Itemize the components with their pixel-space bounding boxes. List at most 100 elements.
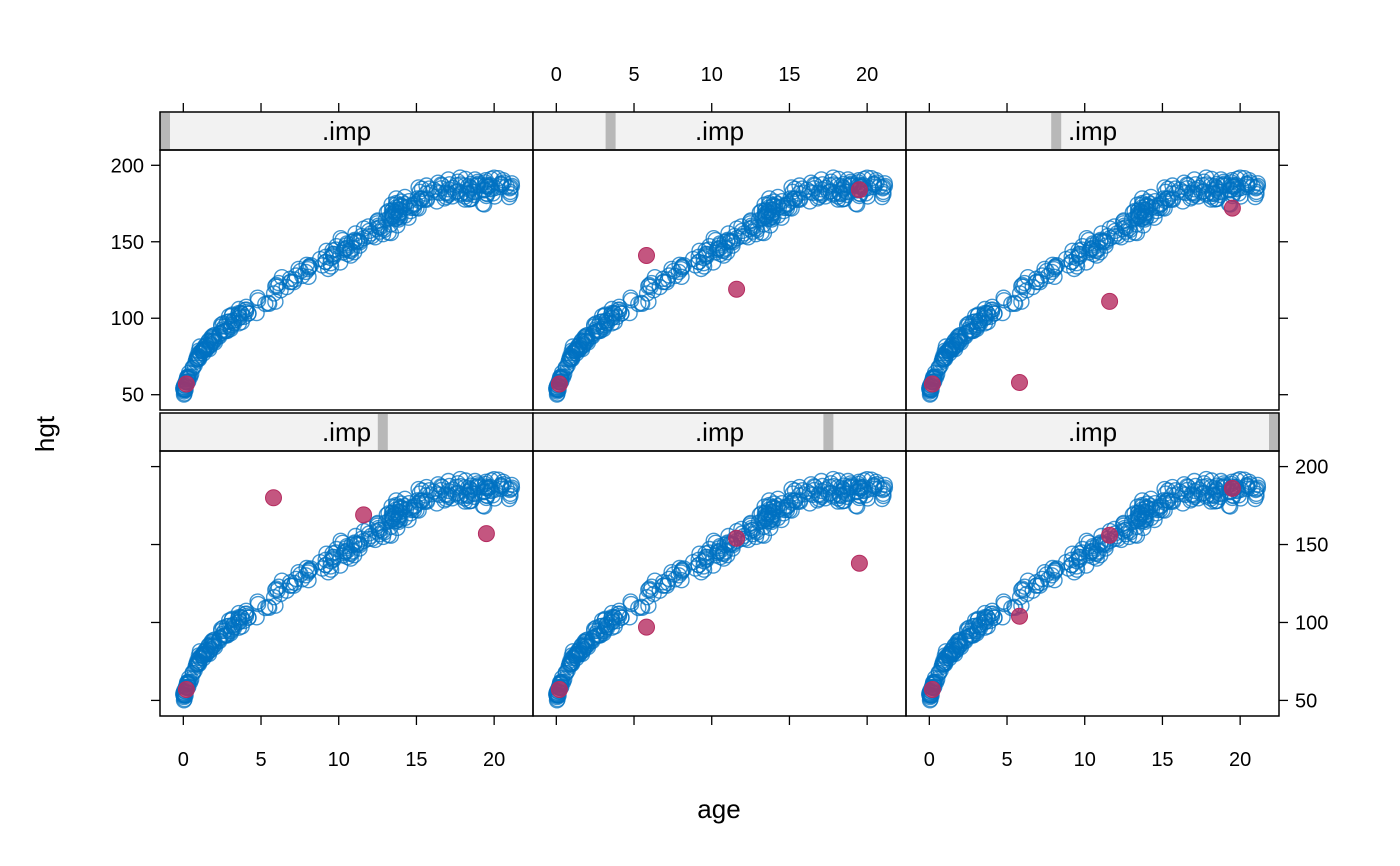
observed-point bbox=[986, 609, 1003, 626]
observed-point bbox=[952, 334, 970, 351]
observed-point bbox=[272, 282, 289, 299]
observed-point bbox=[462, 175, 480, 193]
observed-point bbox=[754, 210, 771, 227]
strip-label: .imp bbox=[322, 116, 371, 146]
observed-point bbox=[971, 315, 989, 332]
observed-point bbox=[983, 303, 1001, 321]
observed-point bbox=[761, 492, 778, 509]
observed-point bbox=[603, 300, 621, 318]
observed-point bbox=[658, 577, 675, 594]
observed-point bbox=[1195, 183, 1213, 200]
observed-point bbox=[710, 237, 728, 254]
observed-point bbox=[673, 572, 690, 589]
x-tick-label: 20 bbox=[856, 64, 878, 86]
observed-point bbox=[1083, 540, 1101, 557]
observed-point bbox=[1027, 270, 1045, 287]
observed-point bbox=[691, 545, 708, 562]
observed-point bbox=[267, 597, 284, 614]
observed-point bbox=[381, 210, 398, 227]
observed-point bbox=[300, 268, 317, 285]
observed-point bbox=[413, 190, 430, 207]
imputed-point bbox=[850, 554, 868, 572]
observed-point bbox=[273, 572, 291, 589]
observed-points bbox=[921, 470, 1267, 709]
observed-point bbox=[865, 477, 883, 494]
observed-point bbox=[298, 256, 315, 273]
observed-point bbox=[1018, 585, 1035, 603]
observed-point bbox=[1156, 179, 1173, 196]
observed-point bbox=[461, 483, 478, 500]
observed-point bbox=[859, 481, 877, 498]
observed-point bbox=[825, 478, 842, 495]
observed-point bbox=[462, 477, 480, 494]
observed-point bbox=[1027, 574, 1045, 591]
imputed-point bbox=[1223, 199, 1241, 217]
observed-point bbox=[1136, 205, 1154, 222]
x-tick-label: 15 bbox=[405, 749, 427, 771]
observed-point bbox=[269, 278, 286, 295]
observed-point bbox=[1249, 479, 1267, 496]
observed-point bbox=[328, 540, 345, 558]
observed-point bbox=[809, 492, 826, 509]
observed-point bbox=[983, 607, 1001, 625]
observed-point bbox=[610, 607, 628, 625]
observed-point bbox=[646, 572, 664, 589]
observed-point bbox=[1044, 256, 1061, 273]
strip-level-indicator bbox=[605, 113, 616, 149]
observed-point bbox=[613, 305, 630, 322]
panel-imp-3: .imp bbox=[159, 412, 534, 717]
observed-point bbox=[1014, 580, 1031, 597]
observed-point bbox=[564, 349, 581, 366]
x-axis-title: age bbox=[697, 794, 740, 824]
y-axis-title: hgt bbox=[30, 415, 60, 452]
strip-label: .imp bbox=[695, 116, 744, 146]
observed-point bbox=[671, 256, 688, 273]
observed-point bbox=[984, 298, 1001, 315]
x-tick-label: 20 bbox=[1229, 749, 1251, 771]
observed-point bbox=[958, 629, 975, 646]
panel-imp-1: .imp bbox=[532, 111, 907, 411]
observed-point bbox=[1097, 237, 1114, 254]
observed-point bbox=[351, 237, 368, 254]
observed-point bbox=[436, 190, 453, 207]
observed-point bbox=[328, 237, 345, 255]
observed-point bbox=[822, 484, 839, 502]
observed-point bbox=[783, 480, 800, 498]
x-tick-label: 10 bbox=[701, 64, 723, 86]
observed-point bbox=[1175, 476, 1193, 493]
strip-level-indicator bbox=[160, 113, 170, 149]
observed-point bbox=[1248, 487, 1265, 505]
observed-point bbox=[1203, 170, 1220, 188]
observed-point bbox=[1063, 556, 1080, 574]
observed-point bbox=[1175, 174, 1193, 191]
observed-point bbox=[773, 209, 790, 226]
imputed-point bbox=[923, 681, 941, 698]
imputed-point bbox=[477, 525, 495, 543]
observed-point bbox=[691, 242, 708, 260]
observed-point bbox=[875, 185, 892, 203]
observed-point bbox=[645, 282, 662, 299]
observed-point bbox=[346, 231, 363, 249]
observed-point bbox=[400, 511, 417, 529]
observed-point bbox=[436, 492, 453, 509]
observed-point bbox=[667, 571, 684, 588]
observed-point bbox=[802, 174, 820, 191]
imputed-point bbox=[1011, 374, 1028, 391]
observed-point bbox=[1198, 176, 1215, 193]
observed-point bbox=[783, 179, 800, 196]
observed-point bbox=[202, 641, 219, 659]
observed-point bbox=[388, 492, 405, 509]
observed-point bbox=[206, 334, 224, 351]
observed-point bbox=[1015, 582, 1032, 599]
observed-point bbox=[492, 477, 510, 494]
observed-point bbox=[191, 654, 208, 671]
observed-point bbox=[502, 487, 519, 505]
observed-point bbox=[318, 545, 335, 562]
observed-point bbox=[598, 315, 616, 332]
x-tick-label: 10 bbox=[328, 749, 350, 771]
observed-point bbox=[1232, 179, 1250, 197]
observed-point bbox=[1146, 209, 1163, 226]
observed-point bbox=[285, 577, 302, 594]
strip-background bbox=[533, 112, 906, 150]
